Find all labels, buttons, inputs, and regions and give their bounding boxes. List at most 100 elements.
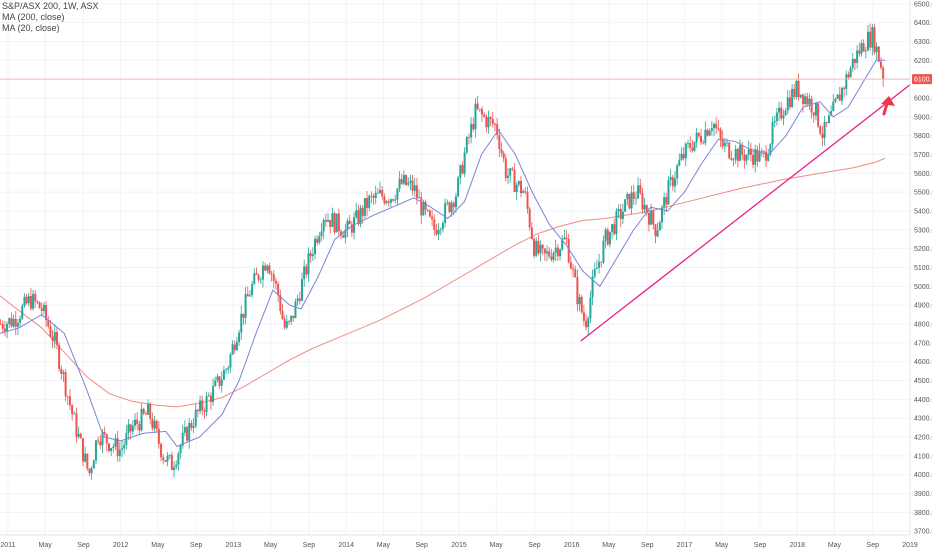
x-tick-label: Sep bbox=[416, 542, 429, 549]
candle-body bbox=[231, 344, 234, 355]
candle bbox=[832, 94, 835, 112]
candle bbox=[656, 222, 659, 238]
candle bbox=[472, 117, 475, 132]
candle bbox=[593, 262, 596, 279]
candle bbox=[305, 263, 308, 278]
trendline[interactable] bbox=[580, 84, 911, 342]
candle-body bbox=[170, 454, 173, 470]
candle-body bbox=[552, 252, 555, 260]
candle bbox=[498, 128, 501, 158]
candle bbox=[58, 342, 61, 372]
candle bbox=[292, 315, 295, 322]
candle-body bbox=[372, 196, 375, 198]
candle bbox=[19, 315, 22, 328]
candle bbox=[272, 270, 275, 289]
candle bbox=[513, 163, 516, 193]
candle-body bbox=[621, 211, 624, 219]
candle-body bbox=[676, 165, 679, 179]
candle bbox=[333, 211, 336, 235]
candle bbox=[400, 173, 403, 185]
candle-body bbox=[591, 276, 594, 298]
candle bbox=[346, 218, 349, 238]
candle bbox=[587, 316, 590, 335]
candle bbox=[21, 303, 24, 321]
candle-body bbox=[509, 168, 512, 176]
candle-body bbox=[582, 312, 585, 321]
candle-body bbox=[220, 379, 223, 386]
x-axis[interactable]: 2011 May Sep 2012 May Sep 2013 May Sep 2014 May Sep… bbox=[0, 534, 918, 549]
candle bbox=[283, 315, 286, 330]
candle-body bbox=[673, 178, 676, 187]
candle-body bbox=[140, 408, 143, 431]
candle-body bbox=[3, 328, 6, 332]
candle-body bbox=[695, 132, 698, 142]
candle-body bbox=[639, 185, 642, 193]
candle bbox=[797, 73, 800, 101]
price-tag bbox=[912, 74, 932, 85]
candle-body bbox=[175, 464, 178, 468]
candle-body bbox=[14, 318, 17, 327]
candle bbox=[667, 175, 670, 205]
candle bbox=[303, 259, 306, 288]
candle-body bbox=[849, 68, 852, 78]
candle bbox=[218, 376, 221, 389]
candle-body bbox=[400, 179, 403, 184]
candle-body bbox=[856, 50, 859, 63]
candle-body bbox=[819, 126, 822, 134]
candle bbox=[457, 175, 460, 198]
candle-body bbox=[713, 123, 716, 129]
candle bbox=[51, 329, 54, 349]
candle-body bbox=[613, 224, 616, 235]
candle bbox=[392, 198, 395, 202]
y-axis[interactable]: 6500.0 6400.0 6300.0 6200.0 6000.0 5900.0 5800… bbox=[909, 0, 932, 536]
candle-body bbox=[717, 128, 720, 130]
candle-body bbox=[782, 115, 785, 119]
candle bbox=[804, 93, 807, 106]
candle-body bbox=[379, 189, 382, 194]
candle bbox=[528, 206, 531, 231]
candle bbox=[474, 98, 477, 138]
y-tick-label: 5200.0 bbox=[914, 246, 932, 253]
candle bbox=[489, 115, 492, 127]
candle bbox=[274, 277, 277, 290]
candle-body bbox=[88, 468, 91, 474]
candle-body bbox=[465, 137, 468, 153]
candle-body bbox=[413, 185, 416, 191]
candle bbox=[743, 148, 746, 169]
candle-body bbox=[446, 202, 449, 204]
candle-body bbox=[199, 400, 202, 412]
candle bbox=[496, 118, 499, 140]
candle-body bbox=[86, 453, 89, 469]
candle bbox=[60, 365, 63, 380]
candle-body bbox=[548, 251, 551, 257]
candle bbox=[277, 281, 280, 302]
candle bbox=[845, 70, 848, 96]
candle bbox=[281, 303, 284, 320]
candle-body bbox=[168, 454, 171, 456]
candle bbox=[181, 424, 184, 449]
candle bbox=[511, 166, 514, 171]
candle-body bbox=[836, 94, 839, 99]
candle bbox=[266, 264, 269, 274]
candle-body bbox=[437, 229, 440, 235]
candle bbox=[732, 157, 735, 167]
candle-body bbox=[285, 321, 288, 328]
candle bbox=[825, 121, 828, 128]
candle-body bbox=[294, 301, 297, 319]
candle bbox=[632, 184, 635, 206]
candle bbox=[713, 122, 716, 137]
candle bbox=[801, 94, 804, 113]
candle-body bbox=[322, 220, 325, 232]
candle-body bbox=[246, 294, 249, 297]
candle-body bbox=[255, 273, 258, 275]
candle-body bbox=[281, 310, 284, 319]
candle bbox=[680, 147, 683, 161]
candle bbox=[849, 65, 852, 78]
chart-title: S&P/ASX 200, 1W, ASX bbox=[2, 1, 99, 11]
candle bbox=[437, 223, 440, 241]
candle-body bbox=[641, 192, 644, 210]
candle bbox=[728, 141, 731, 160]
candle bbox=[355, 202, 358, 220]
candle-body bbox=[667, 179, 670, 205]
